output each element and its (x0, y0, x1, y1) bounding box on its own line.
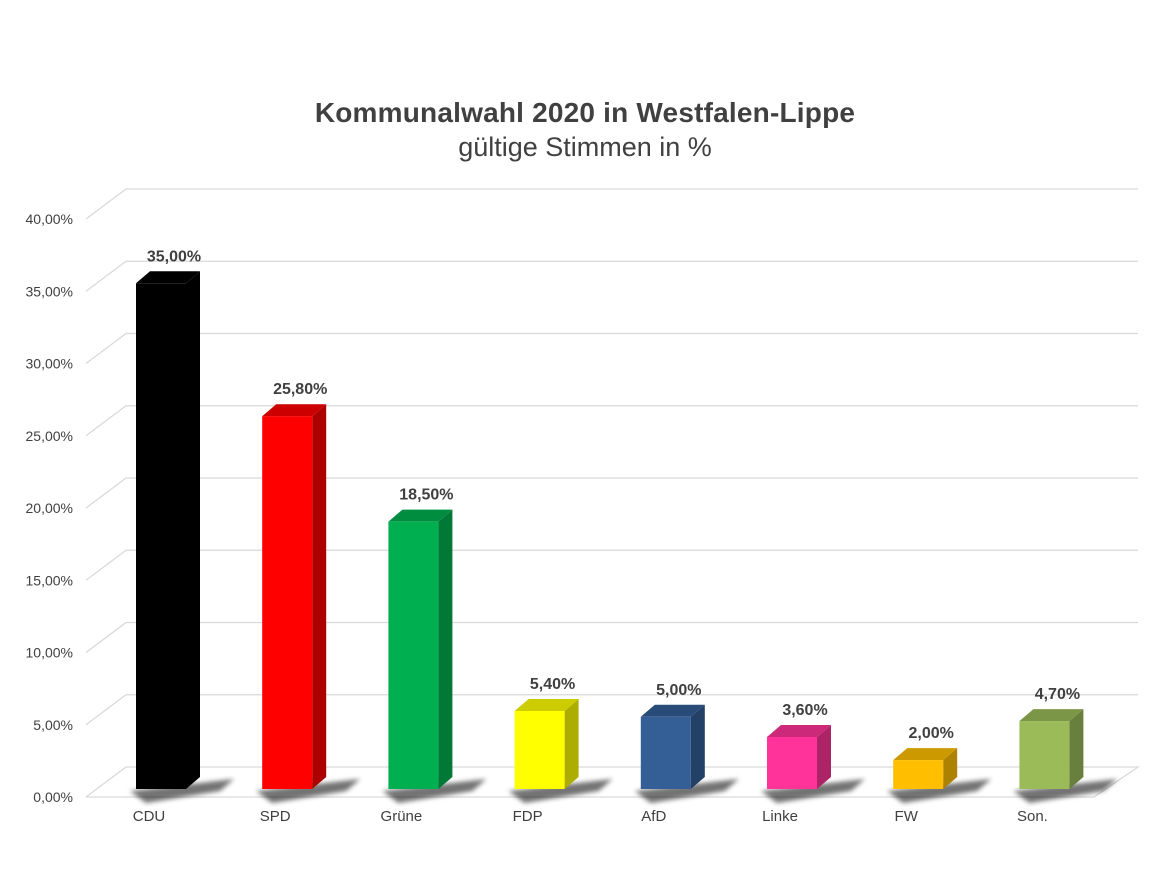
gridlines (85, 188, 1141, 798)
category-label: SPD (260, 808, 291, 825)
bar (761, 724, 865, 803)
bar (130, 271, 234, 803)
bar-side (438, 509, 453, 789)
bar-front (893, 760, 944, 789)
bar-side (312, 404, 327, 789)
bar-shadow (887, 779, 992, 803)
bar-top (136, 271, 200, 284)
y-tick-label: 15,00% (26, 572, 73, 588)
gridline (85, 477, 1138, 509)
gridline (85, 549, 1138, 581)
gridline (85, 332, 1138, 365)
gridline (85, 694, 1138, 726)
bar-shadow (1013, 779, 1118, 803)
bar (256, 404, 361, 803)
bar-side (564, 698, 579, 789)
bar-shadow (382, 779, 487, 803)
y-axis-tick-labels: 0,00% 5,00% 10,00% 15,00% 20,00% 25,00% 30,00%… (26, 211, 73, 805)
data-label: 2,00% (909, 725, 954, 742)
bar-side (690, 704, 705, 789)
chart-subtitle: gültige Stimmen in % (458, 132, 712, 162)
bar-top (388, 509, 453, 522)
bar-top (514, 698, 579, 711)
data-label: 3,60% (782, 702, 827, 719)
category-label: Son. (1017, 808, 1048, 825)
bars (130, 271, 1118, 803)
category-label: FDP (513, 808, 543, 825)
bar (508, 698, 613, 803)
data-label: 5,40% (530, 676, 575, 693)
category-label: FW (895, 808, 919, 825)
category-label: Grüne (381, 808, 423, 825)
category-label: AfD (641, 808, 666, 825)
x-axis-category-labels: CDU SPD Grüne FDP AfD Linke FW Son. (133, 808, 1048, 825)
bar-side (943, 748, 958, 789)
bar-shadow (130, 779, 234, 803)
category-label: CDU (133, 808, 166, 825)
bar-front (1019, 721, 1070, 789)
bar-shadow (634, 779, 739, 803)
y-tick-label: 0,00% (33, 789, 73, 805)
bar-shadow (508, 779, 613, 803)
bar (887, 748, 992, 803)
bar-top (262, 404, 327, 417)
data-labels: 35,00% 25,80% 18,50% 5,40% 5,00% 3,60% 2,00% 4,… (147, 248, 1080, 742)
y-tick-label: 40,00% (26, 211, 73, 227)
data-label: 5,00% (656, 682, 701, 699)
bar-top (1019, 709, 1084, 722)
data-label: 18,50% (399, 487, 453, 504)
gridline (85, 766, 1141, 798)
bar (1013, 709, 1118, 803)
gridline (85, 621, 1138, 654)
y-tick-label: 30,00% (26, 356, 73, 372)
y-tick-label: 20,00% (26, 500, 73, 516)
y-tick-label: 10,00% (26, 645, 73, 661)
bar-shadow (256, 779, 361, 803)
bar-front (514, 710, 565, 789)
bar-front (388, 521, 439, 789)
bar-front (640, 716, 691, 789)
category-label: Linke (762, 808, 798, 825)
gridline (85, 405, 1138, 437)
chart-title: Kommunalwahl 2020 in Westfalen-Lippe (314, 97, 856, 128)
bar-side (817, 724, 831, 789)
y-tick-label: 5,00% (33, 717, 73, 733)
data-label: 35,00% (147, 248, 201, 265)
bar-top (893, 748, 958, 761)
y-tick-label: 25,00% (26, 428, 73, 444)
gridline (85, 260, 1138, 292)
bar-side (1069, 709, 1084, 789)
data-label: 4,70% (1035, 686, 1080, 703)
y-tick-label: 35,00% (26, 283, 73, 299)
bar-front (262, 416, 313, 789)
bar-side (186, 271, 200, 789)
bar (634, 704, 739, 803)
data-label: 25,80% (273, 381, 327, 398)
bar-front (767, 736, 817, 789)
bar-front (136, 283, 186, 789)
bar-shadow (761, 779, 865, 803)
gridline (85, 188, 1138, 220)
bar (382, 509, 487, 803)
bar-top (767, 724, 831, 737)
bar-top (640, 704, 705, 717)
